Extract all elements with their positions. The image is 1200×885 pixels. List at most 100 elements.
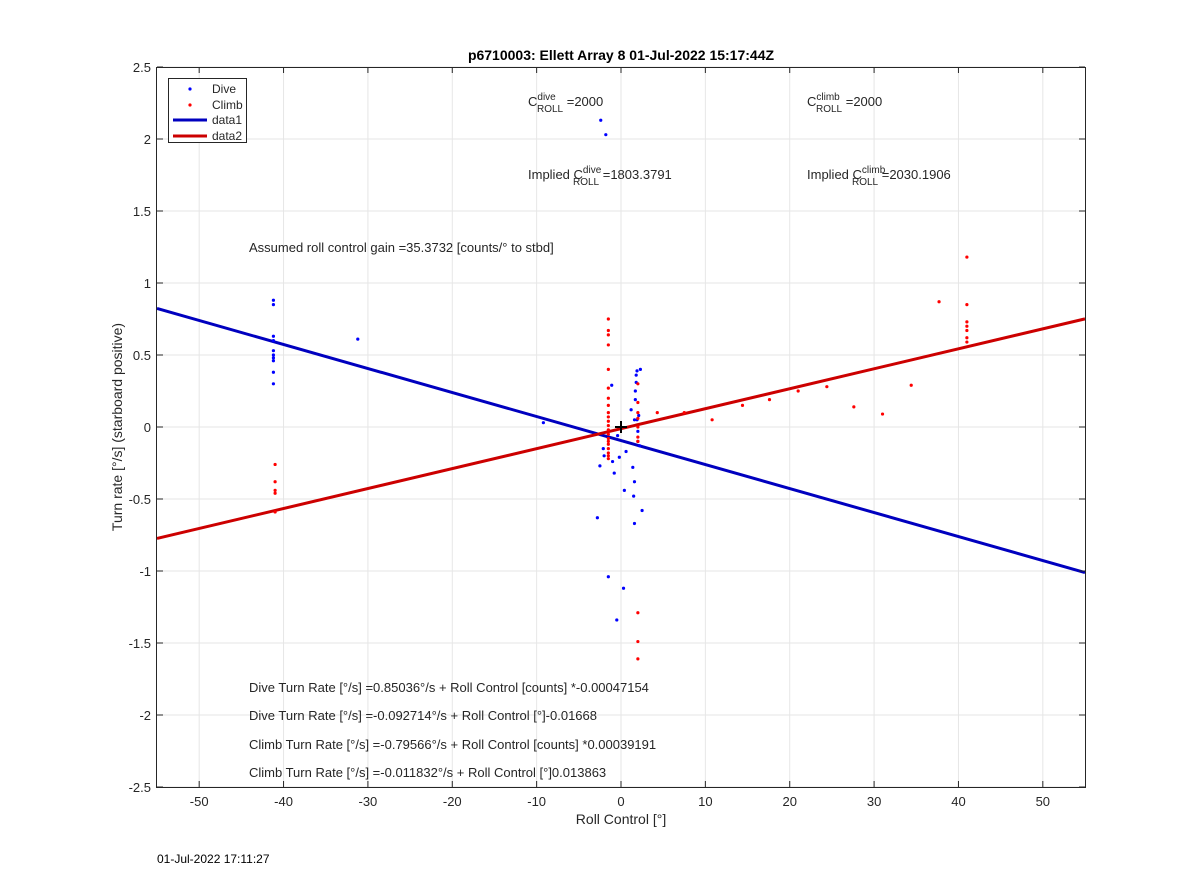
x-tick-label: -10 [527,794,546,809]
implied-dive-annotation: Implied Cdive ROLL =1803.3791 [528,165,672,188]
x-axis-label: Roll Control [°] [576,811,666,827]
dive-point [612,471,616,475]
climb-point [767,398,772,402]
axis-ticks: -50 -40 -30 -20 -10 0 10 20 30 40 50-2.5-2-1.5-1-0… [129,60,1085,809]
climb-point [965,303,969,307]
climb-point [636,439,640,443]
y-tick-label: 2.5 [133,60,151,75]
climb-point [273,462,277,467]
data1-fit-line [156,307,1086,575]
climb-point [606,367,610,371]
dive-point [634,373,638,377]
dive-point [271,339,276,343]
climb-point [273,480,277,484]
dive-point [633,398,637,402]
climb-point [606,436,610,441]
climb-point [606,457,610,461]
legend-data1-label: data1 [212,113,242,127]
climb-point [606,454,610,458]
climb-point [606,442,610,446]
dive-point [632,494,636,498]
climb-point [606,411,610,415]
climb-point [909,383,913,387]
climb-point [636,382,640,386]
dive-point [632,521,637,526]
climb-point [606,328,610,333]
legend-climb-label: Climb [212,98,243,112]
climb-point [606,333,610,337]
implied-dive-sub: ROLL [573,177,600,188]
climb-point [682,411,686,415]
dive-point [601,447,605,451]
climb-point [636,425,640,429]
dive-point [621,586,626,590]
dive-point [610,459,615,464]
dive-point [599,118,603,122]
climb-point [606,432,610,436]
climb-point [606,343,610,347]
y-tick-label: -2.5 [129,780,151,795]
dive-point [598,464,602,468]
c-climb-label: C [807,94,816,109]
data-points [271,118,969,661]
x-tick-label: 30 [867,794,881,809]
y-tick-label: -2 [139,708,151,723]
climb-point [796,389,800,393]
climb-point [636,411,640,415]
c-climb-sup: climb [816,92,840,103]
climb-point [606,439,610,443]
y-tick-label: 2 [144,132,151,147]
dive-point [271,334,276,338]
climb-point [606,317,610,321]
x-tick-label: -50 [190,794,209,809]
climb-point [965,324,969,328]
implied-climb-annotation: Implied Cclimb ROLL =2030.1906 [807,165,951,188]
y-tick-label: 0.5 [133,348,151,363]
climb-point [273,510,277,514]
x-tick-label: 10 [698,794,712,809]
legend-dive-label: Dive [212,82,236,96]
climb-point [606,447,610,451]
implied-dive-sup: dive [583,165,602,176]
climb-point [965,336,969,340]
climb-point [740,403,745,407]
dive-point [633,389,637,393]
climb-point [606,386,610,390]
dive-point [271,298,276,302]
climb-point [937,300,941,304]
climb-point [636,657,640,661]
climb-point [606,396,610,400]
x-tick-label: 20 [782,794,796,809]
climb-degrees-equation: Climb Turn Rate [°/s] =-0.011832°/s + Ro… [249,765,606,780]
y-axis-label: Turn rate [°/s] (starboard positive) [109,323,125,531]
dive-point [356,337,360,341]
c-dive-annotation: Cdive ROLL =2000 [528,92,603,115]
dive-point [617,455,621,459]
climb-point [636,611,640,615]
dive-point [271,382,276,386]
dive-degrees-equation: Dive Turn Rate [°/s] =-0.092714°/s + Rol… [249,708,597,723]
c-climb-sub: ROLL [816,104,843,115]
origin-marker [615,421,627,433]
c-dive-sup: dive [537,92,556,103]
y-tick-label: -1 [139,564,151,579]
legend-data2-label: data2 [212,129,242,143]
climb-counts-equation: Climb Turn Rate [°/s] =-0.79566°/s + Rol… [249,737,656,752]
climb-point [965,255,969,259]
climb-point [880,412,885,416]
dive-point [610,383,614,387]
y-tick-label: 1.5 [133,204,151,219]
c-dive-value: =2000 [563,94,603,109]
implied-climb-value: =2030.1906 [878,167,951,182]
y-tick-label: -0.5 [129,492,151,507]
climb-point [606,451,610,455]
y-tick-label: 1 [144,276,151,291]
dive-point [640,508,644,513]
dive-point [631,465,635,469]
dive-point [622,488,626,492]
dive-point [595,516,599,520]
y-tick-label: -1.5 [129,636,151,651]
dive-point [636,429,640,433]
implied-dive-label: Implied C [528,167,583,182]
